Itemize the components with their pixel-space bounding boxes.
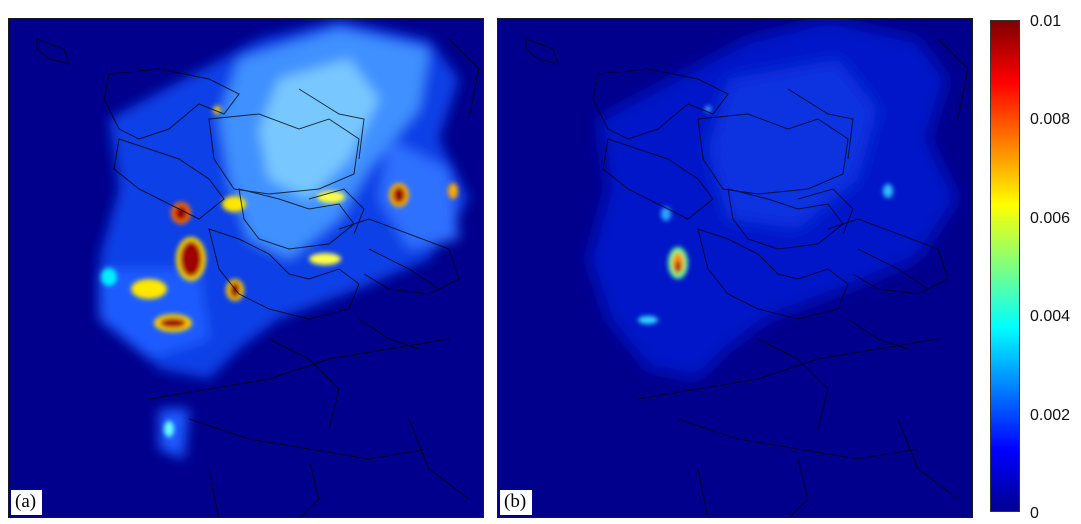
map-panel-b: (b)	[497, 18, 973, 518]
heatmap-a	[36, 19, 480, 517]
pollution-field-a	[99, 19, 469, 459]
hotspots-a	[101, 106, 458, 437]
colorbar	[990, 20, 1020, 512]
colorbar-tick-0.004: 0.004	[1030, 308, 1071, 325]
hotspots-b	[638, 106, 893, 324]
map-panel-a: (a)	[8, 18, 484, 518]
colorbar-tick-0: 0	[1030, 505, 1039, 522]
panel-label-a: (a)	[11, 490, 43, 515]
colorbar-tick-0.01: 0.01	[1030, 13, 1062, 30]
heatmap-b	[525, 19, 969, 517]
pollution-field-b	[588, 19, 958, 379]
colorbar-tick-0.002: 0.002	[1030, 407, 1071, 424]
borders-b	[525, 38, 969, 517]
panel-label-b: (b)	[500, 490, 533, 515]
colorbar-tick-0.008: 0.008	[1030, 111, 1071, 128]
borders-a	[36, 38, 480, 517]
colorbar-tick-0.006: 0.006	[1030, 210, 1071, 227]
